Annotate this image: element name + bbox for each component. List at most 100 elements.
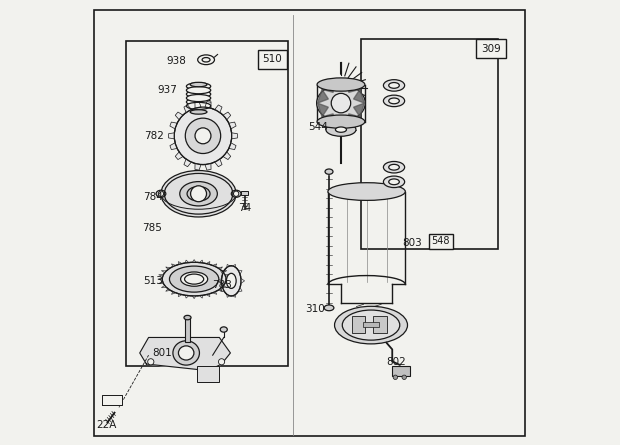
- Polygon shape: [166, 289, 171, 291]
- Text: 309: 309: [481, 44, 501, 54]
- Text: 802: 802: [386, 357, 406, 367]
- Ellipse shape: [389, 98, 399, 104]
- Polygon shape: [169, 133, 174, 139]
- Bar: [258, 50, 286, 69]
- Ellipse shape: [389, 82, 399, 88]
- Ellipse shape: [187, 87, 211, 94]
- Text: 938: 938: [167, 56, 187, 66]
- Polygon shape: [238, 270, 242, 274]
- Polygon shape: [140, 337, 231, 371]
- Ellipse shape: [179, 346, 194, 360]
- Ellipse shape: [180, 182, 218, 206]
- Polygon shape: [185, 295, 189, 298]
- Polygon shape: [229, 143, 236, 150]
- Polygon shape: [334, 116, 348, 125]
- Polygon shape: [172, 291, 175, 294]
- Polygon shape: [322, 114, 334, 125]
- Ellipse shape: [326, 123, 356, 136]
- Ellipse shape: [190, 110, 207, 114]
- Text: 544: 544: [308, 122, 328, 133]
- Text: 782: 782: [144, 131, 164, 141]
- Ellipse shape: [317, 115, 365, 128]
- Polygon shape: [215, 159, 222, 167]
- Circle shape: [158, 191, 164, 196]
- Ellipse shape: [317, 85, 365, 121]
- Polygon shape: [200, 260, 203, 263]
- Ellipse shape: [220, 327, 228, 332]
- Bar: [373, 316, 386, 333]
- Polygon shape: [226, 278, 231, 280]
- Polygon shape: [241, 278, 244, 283]
- Ellipse shape: [184, 316, 191, 320]
- Bar: [476, 40, 506, 58]
- Ellipse shape: [187, 83, 211, 90]
- Polygon shape: [170, 122, 177, 129]
- Bar: [428, 234, 453, 249]
- Polygon shape: [179, 294, 182, 297]
- Circle shape: [234, 191, 239, 196]
- Text: 510: 510: [262, 54, 282, 65]
- Polygon shape: [192, 296, 196, 299]
- Ellipse shape: [383, 95, 405, 107]
- Polygon shape: [205, 163, 211, 170]
- Circle shape: [190, 186, 206, 202]
- Polygon shape: [223, 152, 231, 160]
- Ellipse shape: [187, 98, 211, 105]
- Ellipse shape: [324, 305, 334, 311]
- Ellipse shape: [202, 57, 210, 62]
- Ellipse shape: [180, 272, 208, 286]
- Polygon shape: [192, 259, 196, 262]
- Polygon shape: [353, 89, 365, 103]
- Ellipse shape: [187, 102, 211, 109]
- Ellipse shape: [226, 273, 236, 288]
- Text: 513: 513: [143, 276, 163, 286]
- Ellipse shape: [383, 176, 405, 187]
- Polygon shape: [322, 81, 334, 93]
- Polygon shape: [205, 101, 211, 108]
- Circle shape: [185, 118, 221, 154]
- Ellipse shape: [221, 266, 241, 296]
- Circle shape: [331, 93, 351, 113]
- Ellipse shape: [342, 310, 400, 340]
- Text: 803: 803: [403, 238, 422, 248]
- Ellipse shape: [317, 78, 365, 91]
- Polygon shape: [184, 105, 192, 113]
- Circle shape: [402, 375, 406, 380]
- Ellipse shape: [162, 262, 226, 296]
- Polygon shape: [348, 114, 360, 125]
- Bar: [126, 41, 288, 366]
- Ellipse shape: [198, 55, 215, 65]
- Polygon shape: [161, 271, 166, 273]
- Polygon shape: [215, 105, 222, 113]
- Polygon shape: [334, 81, 348, 90]
- Polygon shape: [218, 289, 223, 291]
- Polygon shape: [231, 133, 237, 139]
- Polygon shape: [238, 287, 242, 292]
- Polygon shape: [222, 286, 227, 287]
- Text: 784: 784: [143, 192, 163, 202]
- Ellipse shape: [187, 91, 211, 97]
- Circle shape: [174, 107, 232, 165]
- Polygon shape: [170, 143, 177, 150]
- Polygon shape: [317, 89, 329, 103]
- Ellipse shape: [383, 80, 405, 91]
- Ellipse shape: [169, 266, 219, 292]
- Polygon shape: [232, 294, 236, 297]
- Polygon shape: [232, 264, 236, 267]
- Polygon shape: [175, 112, 183, 120]
- Ellipse shape: [389, 164, 399, 170]
- Text: 783: 783: [213, 280, 232, 290]
- Polygon shape: [175, 152, 183, 160]
- Polygon shape: [224, 275, 229, 276]
- Polygon shape: [348, 81, 360, 93]
- Ellipse shape: [161, 170, 236, 217]
- Text: 548: 548: [432, 236, 450, 246]
- Polygon shape: [218, 267, 223, 269]
- Polygon shape: [223, 112, 231, 120]
- Polygon shape: [184, 159, 192, 167]
- Ellipse shape: [187, 106, 211, 113]
- Polygon shape: [222, 271, 227, 273]
- Ellipse shape: [389, 179, 399, 185]
- Ellipse shape: [231, 190, 241, 197]
- Circle shape: [218, 359, 224, 365]
